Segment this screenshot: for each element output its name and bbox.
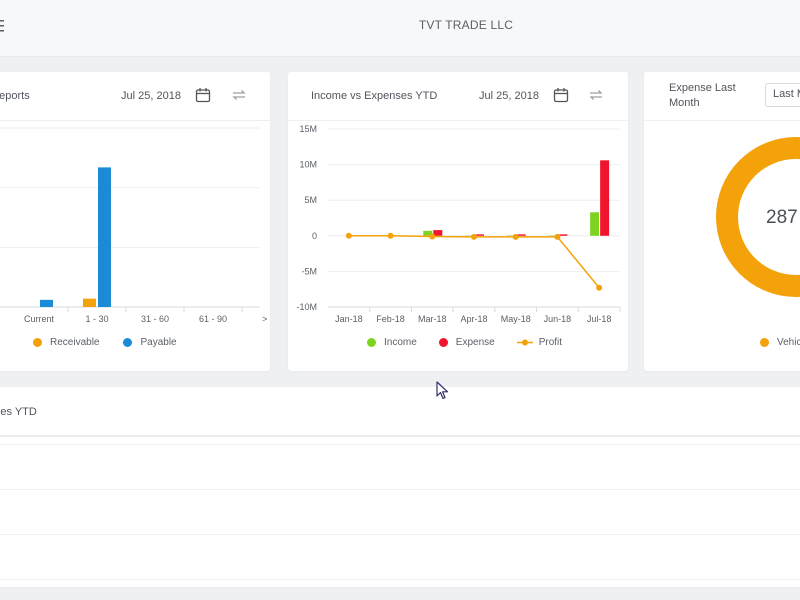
profit-point <box>471 233 477 240</box>
tick-label: Jan-18 <box>335 314 363 324</box>
tick-label: May-18 <box>501 314 531 324</box>
bar-expense <box>600 160 610 236</box>
profit-point <box>387 232 394 239</box>
dropdown-label: Last Month <box>773 88 800 100</box>
date-label: Jul 25, 2018 <box>121 90 181 102</box>
y-tick-label: 10M <box>299 160 317 170</box>
bar-expense <box>558 234 568 236</box>
aging-reports-card: Aging Reports Jul 25, 2018 Current 1 - 30… <box>0 72 270 371</box>
expense-last-month-card: Expense Last Month Last Month 287 Vehicl… <box>644 72 800 371</box>
profit-point <box>429 233 436 240</box>
tick-label: 61 - 90 <box>199 314 227 324</box>
bar-income <box>423 230 433 236</box>
calendar-icon[interactable] <box>195 87 211 103</box>
gridline <box>0 534 800 535</box>
aging-legend: Receivable Payable <box>33 337 177 348</box>
profit-point <box>596 284 603 291</box>
y-tick-label: 0 <box>312 231 317 241</box>
donut-center-value: 287 <box>766 207 798 228</box>
y-tick-label: -5M <box>302 266 318 276</box>
donut-slice-vehicle <box>716 137 800 297</box>
bar-expense <box>433 230 443 236</box>
income-legend: Income Expense Profit <box>367 337 562 348</box>
refresh-icon[interactable] <box>231 88 247 102</box>
company-name: TVT TRADE LLC <box>418 18 514 32</box>
mouse-cursor-icon <box>436 381 449 400</box>
calendar-icon[interactable] <box>553 87 569 103</box>
tick-label: Mar-18 <box>418 314 447 324</box>
legend-dot <box>367 338 376 347</box>
bar-receivable <box>83 298 96 307</box>
gridline <box>0 444 800 445</box>
purchases-ytd-card: Purchases YTD <box>0 387 800 587</box>
bar-payable <box>98 167 111 307</box>
card-title: Expense Last Month <box>669 82 736 109</box>
bar-income <box>590 212 600 236</box>
legend-label: Income <box>384 337 417 348</box>
legend-label: Payable <box>140 337 177 348</box>
tick-label: > 90 <box>262 314 270 324</box>
bar-payable <box>40 299 53 307</box>
card-divider <box>644 120 800 121</box>
y-tick-label: -10M <box>296 302 317 312</box>
date-label: Jul 25, 2018 <box>479 90 539 102</box>
expense-legend: Vehicle <box>760 337 800 348</box>
period-dropdown[interactable]: Last Month <box>765 83 800 107</box>
legend-dot <box>123 338 133 347</box>
profit-point <box>512 233 519 240</box>
legend-item-receivable[interactable]: Receivable <box>33 337 99 348</box>
legend-item-vehicle[interactable]: Vehicle <box>760 337 800 348</box>
tick-label: Current <box>24 314 55 324</box>
refresh-icon[interactable] <box>588 88 604 102</box>
legend-label: Profit <box>538 337 563 348</box>
bar-expense <box>516 234 526 236</box>
bar-expense <box>475 234 484 236</box>
tick-label: Apr-18 <box>460 314 487 324</box>
gridline <box>0 579 800 580</box>
card-title: Income vs Expenses YTD <box>311 90 438 102</box>
legend-item-income[interactable]: Income <box>367 337 417 348</box>
profit-line <box>348 235 600 289</box>
profit-point <box>345 232 352 239</box>
tick-label: 1 - 30 <box>85 314 108 324</box>
tick-label: 31 - 60 <box>141 314 169 324</box>
legend-line-marker <box>516 339 533 346</box>
card-divider <box>288 120 628 121</box>
income-vs-expenses-card: Income vs Expenses YTD Jul 25, 2018 -10M… <box>288 72 628 371</box>
y-tick-label: 5M <box>304 195 317 205</box>
card-divider <box>0 435 800 437</box>
tick-label: Jul-18 <box>587 314 612 324</box>
profit-point <box>554 233 561 240</box>
card-divider <box>0 120 270 121</box>
card-title: Aging Reports <box>0 90 30 102</box>
legend-dot <box>760 338 769 347</box>
aging-bar-chart: Current 1 - 30 31 - 60 61 - 90 > 90 <box>0 127 270 324</box>
tick-label: Jun-18 <box>544 314 572 324</box>
income-expense-chart: -10M -5M 0 5M 10M 15M Jan-18 Feb-18 Mar-18 Apr-18… <box>296 124 621 324</box>
legend-dot <box>438 338 448 347</box>
top-bar: TVT TRADE LLC <box>0 0 800 57</box>
expense-donut-chart: 287 <box>716 137 800 297</box>
legend-label: Expense <box>455 337 495 348</box>
legend-item-profit[interactable]: Profit <box>516 337 563 348</box>
legend-dot <box>33 338 42 347</box>
hamburger-icon[interactable] <box>0 18 4 34</box>
legend-label: Receivable <box>50 337 100 348</box>
y-tick-label: 15M <box>299 124 317 134</box>
legend-label: Vehicle <box>777 337 800 348</box>
legend-item-payable[interactable]: Payable <box>123 337 177 348</box>
card-title: Purchases YTD <box>0 406 37 418</box>
tick-label: Feb-18 <box>376 314 405 324</box>
legend-item-expense[interactable]: Expense <box>438 337 495 348</box>
gridline <box>0 489 800 490</box>
